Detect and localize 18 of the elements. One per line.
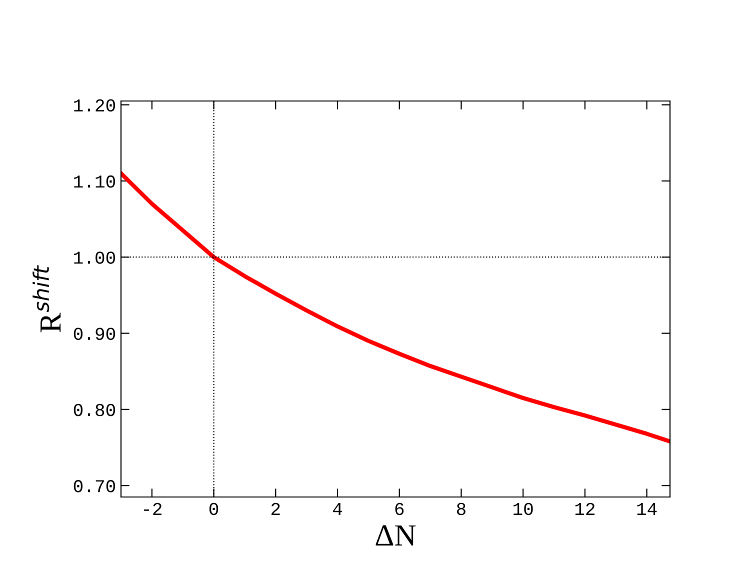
x-tick-label: 4: [332, 503, 342, 515]
y-tick-label: 0.70: [74, 480, 116, 492]
x-tick-label: 2: [272, 502, 280, 515]
x-tick-label: 8: [456, 502, 466, 516]
line-series: [121, 171, 670, 444]
y-tick-label: 1.10: [74, 175, 116, 188]
x-axis-title: ΔN: [376, 525, 416, 546]
x-tick-label: 14: [637, 503, 657, 515]
y-axis-title: R$^{shift}$: [32, 265, 61, 332]
y-tick-label: 1.00: [74, 252, 116, 264]
y-tick-label: 0.80: [74, 404, 116, 416]
x-tick-label: 10: [514, 502, 533, 516]
y-tick-label: 0.90: [74, 328, 116, 340]
x-tick-label: 6: [395, 502, 404, 516]
x-tick-label: 12: [575, 502, 594, 515]
x-tick-label: 0: [209, 502, 218, 516]
y-tick-label: 1.20: [74, 99, 116, 112]
x-tick-label: -2: [144, 502, 162, 515]
